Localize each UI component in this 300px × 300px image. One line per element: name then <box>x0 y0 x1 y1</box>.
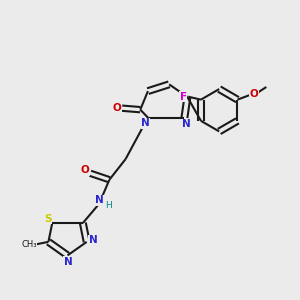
Text: F: F <box>180 92 187 102</box>
Text: S: S <box>44 214 52 224</box>
Text: N: N <box>89 236 98 245</box>
Text: O: O <box>112 103 121 113</box>
Text: O: O <box>81 165 89 175</box>
Text: N: N <box>64 257 73 267</box>
Text: N: N <box>141 118 150 128</box>
Text: O: O <box>249 89 258 99</box>
Text: H: H <box>105 201 112 210</box>
Text: CH₃: CH₃ <box>22 240 37 249</box>
Text: N: N <box>182 119 190 129</box>
Text: N: N <box>95 195 103 205</box>
